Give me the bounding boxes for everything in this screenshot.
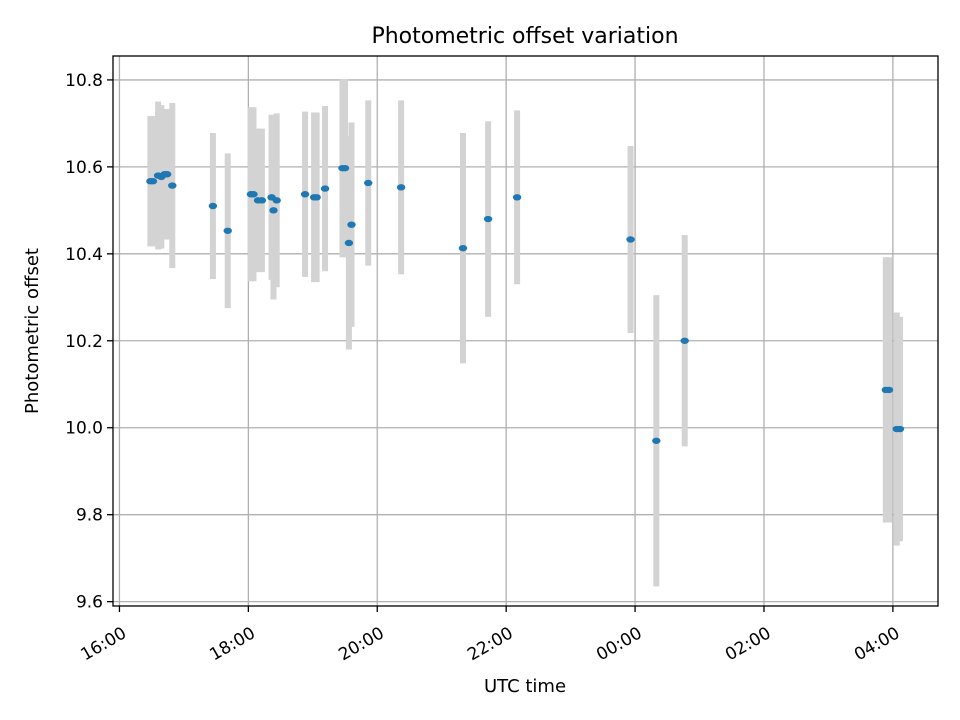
data-point [340, 164, 350, 172]
data-point [269, 207, 278, 214]
y-tick-label: 9.6 [76, 593, 103, 613]
data-point [396, 184, 406, 191]
data-point [347, 221, 356, 228]
data-point [895, 425, 905, 433]
data-point [312, 194, 321, 201]
y-tick-label: 10.0 [65, 419, 103, 439]
data-point [168, 182, 177, 189]
data-point [208, 202, 218, 210]
y-tick-label: 10.2 [65, 332, 103, 352]
data-point [320, 185, 330, 192]
chart-title: Photometric offset variation [371, 24, 678, 49]
y-tick-label: 10.6 [65, 158, 103, 178]
data-point [652, 437, 661, 444]
x-axis-label: UTC time [484, 676, 566, 697]
y-tick-label: 10.8 [65, 71, 103, 91]
data-point [884, 386, 894, 394]
plot-frame [112, 55, 939, 607]
data-point [483, 215, 493, 223]
data-point [257, 197, 267, 204]
data-point [512, 194, 522, 201]
data-point [626, 236, 635, 243]
data-point [162, 171, 172, 178]
point-layer [146, 164, 905, 444]
data-point [458, 244, 468, 252]
data-point [300, 191, 310, 198]
data-point [272, 197, 281, 204]
data-point [249, 191, 258, 198]
y-tick-label: 10.4 [65, 245, 103, 265]
y-axis-label: Photometric offset [22, 248, 43, 414]
data-point [148, 178, 158, 185]
data-point [344, 239, 354, 247]
data-point [364, 179, 373, 187]
data-point [680, 337, 689, 344]
y-tick-label: 9.8 [76, 506, 103, 526]
data-point [223, 227, 232, 234]
